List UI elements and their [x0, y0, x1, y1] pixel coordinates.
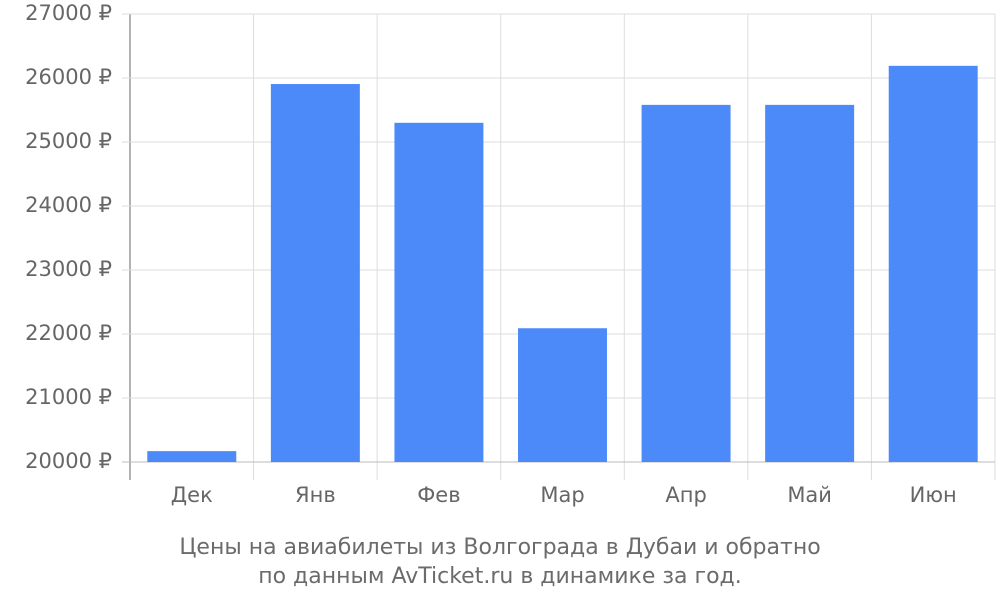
y-tick-label: 20000 ₽ [25, 449, 112, 473]
y-tick-label: 23000 ₽ [25, 257, 112, 281]
y-tick-label: 26000 ₽ [25, 65, 112, 89]
chart-title: по данным AvTicket.ru в динамике за год. [258, 564, 742, 589]
bar [641, 104, 731, 462]
y-tick-label: 27000 ₽ [25, 1, 112, 25]
bar [765, 104, 855, 462]
x-tick-label: Май [787, 483, 832, 507]
bar [518, 328, 607, 462]
x-tick-label: Мар [540, 483, 584, 507]
x-tick-label: Дек [171, 483, 213, 507]
chart-title: Цены на авиабилеты из Волгограда в Дубаи… [179, 535, 820, 560]
bar [394, 122, 484, 463]
y-tick-label: 22000 ₽ [25, 321, 112, 345]
y-tick-label: 21000 ₽ [25, 385, 112, 409]
bar [147, 451, 237, 462]
x-tick-label: Апр [665, 483, 706, 507]
x-tick-label: Июн [910, 483, 957, 507]
bar [270, 84, 360, 463]
y-tick-label: 24000 ₽ [25, 193, 112, 217]
x-tick-label: Янв [295, 483, 336, 507]
bar [888, 65, 978, 462]
y-tick-label: 25000 ₽ [25, 129, 112, 153]
x-tick-label: Фев [417, 483, 460, 507]
